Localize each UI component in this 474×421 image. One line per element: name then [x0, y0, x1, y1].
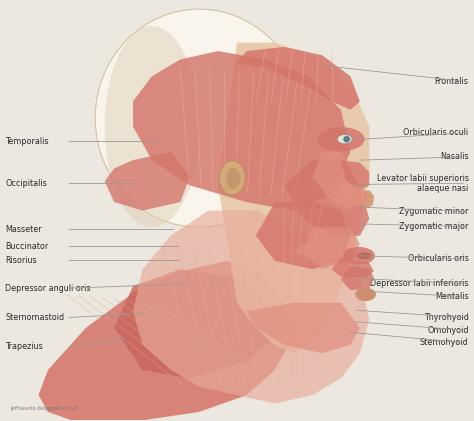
Ellipse shape	[355, 288, 376, 301]
Polygon shape	[336, 184, 369, 206]
Text: Depressor labii inferioris: Depressor labii inferioris	[370, 280, 469, 288]
Polygon shape	[218, 43, 369, 353]
Ellipse shape	[105, 26, 199, 227]
Polygon shape	[284, 160, 369, 236]
Text: Sternomastoid: Sternomastoid	[5, 313, 64, 322]
Text: Orbicularis oculi: Orbicularis oculi	[403, 128, 469, 137]
Text: Masseter: Masseter	[5, 225, 42, 234]
Ellipse shape	[337, 135, 352, 144]
Polygon shape	[105, 152, 190, 210]
Polygon shape	[38, 261, 294, 420]
Text: Buccinator: Buccinator	[5, 242, 49, 250]
Text: Omohyoid: Omohyoid	[427, 325, 469, 335]
Polygon shape	[294, 244, 360, 259]
Ellipse shape	[357, 253, 372, 259]
Polygon shape	[331, 258, 374, 277]
Ellipse shape	[318, 127, 365, 151]
Text: Nasalis: Nasalis	[440, 152, 469, 161]
Polygon shape	[313, 152, 360, 210]
Polygon shape	[341, 266, 374, 290]
Ellipse shape	[343, 136, 350, 143]
Text: Depressor anguli oris: Depressor anguli oris	[5, 284, 91, 293]
Text: jeffsearle.blogspot.co.uk: jeffsearle.blogspot.co.uk	[10, 406, 78, 411]
Text: Frontalis: Frontalis	[435, 77, 469, 86]
Text: Mentalis: Mentalis	[435, 292, 469, 301]
Text: Levator labii superioris
alaeque nasi: Levator labii superioris alaeque nasi	[376, 173, 469, 193]
Text: Sternohyoid: Sternohyoid	[420, 338, 469, 347]
Polygon shape	[341, 160, 369, 190]
Text: Trapezius: Trapezius	[5, 342, 43, 352]
Text: Thyrohyoid: Thyrohyoid	[424, 313, 469, 322]
Ellipse shape	[226, 168, 240, 189]
Ellipse shape	[219, 160, 245, 195]
Polygon shape	[237, 47, 360, 110]
Text: Occipitalis: Occipitalis	[5, 179, 47, 188]
Text: Zygomatic minor: Zygomatic minor	[399, 207, 469, 216]
Polygon shape	[114, 269, 275, 378]
Text: Temporalis: Temporalis	[5, 137, 49, 146]
Polygon shape	[303, 227, 360, 269]
Ellipse shape	[95, 9, 303, 227]
Text: Zygomatic major: Zygomatic major	[399, 222, 469, 231]
Ellipse shape	[343, 247, 375, 265]
Polygon shape	[133, 51, 350, 210]
Text: Risorius: Risorius	[5, 256, 37, 264]
Polygon shape	[133, 210, 369, 403]
Text: Orbicularis oris: Orbicularis oris	[408, 254, 469, 263]
Polygon shape	[256, 202, 350, 269]
Polygon shape	[361, 190, 374, 208]
Polygon shape	[246, 303, 360, 353]
